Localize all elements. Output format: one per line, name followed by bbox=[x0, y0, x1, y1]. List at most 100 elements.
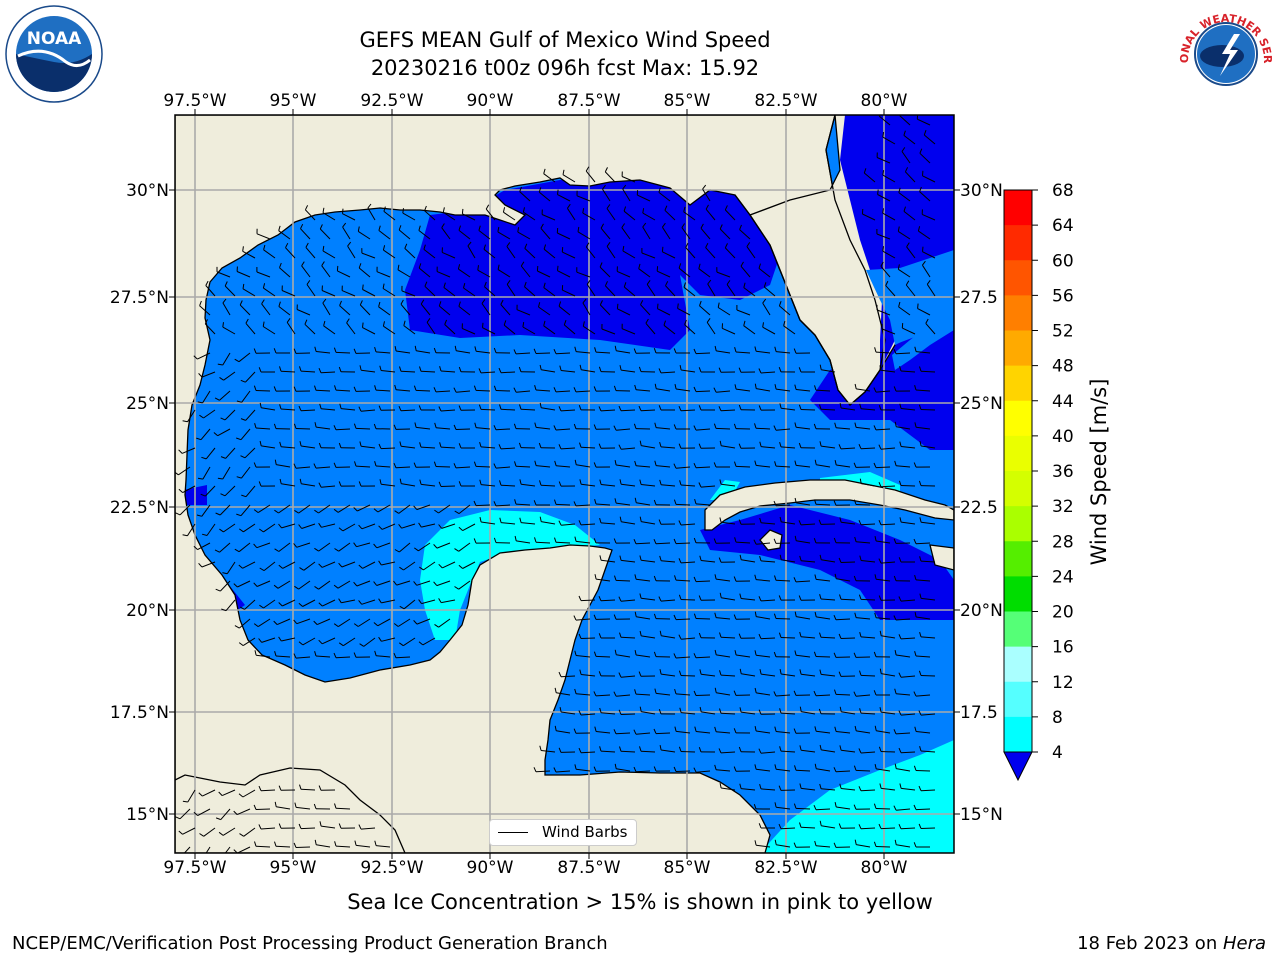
wind-barb bbox=[400, 303, 411, 316]
lon-label-bottom: 90°W bbox=[467, 858, 514, 878]
wind-barb bbox=[381, 637, 396, 642]
wind-barb-flag bbox=[718, 557, 722, 563]
wind-barb-flag bbox=[258, 824, 262, 830]
wind-barb bbox=[756, 730, 771, 734]
wind-barb-flag bbox=[304, 319, 308, 325]
wind-barb-flag bbox=[263, 244, 266, 250]
wind-barb bbox=[361, 252, 376, 259]
wind-barb-flag bbox=[893, 729, 897, 735]
wind-barb-flag bbox=[898, 557, 902, 563]
lon-label-top: 97.5°W bbox=[163, 91, 226, 111]
wind-barb-flag bbox=[201, 456, 207, 460]
wind-barb bbox=[715, 427, 731, 430]
wind-barb bbox=[760, 371, 776, 374]
wind-barb-flag bbox=[218, 791, 223, 796]
wind-barb bbox=[620, 409, 636, 412]
wind-barb bbox=[321, 265, 331, 278]
wind-barb bbox=[456, 350, 471, 354]
wind-barb-flag bbox=[634, 384, 637, 390]
wind-barb-flag bbox=[838, 671, 842, 677]
wind-barb-flag bbox=[273, 386, 277, 392]
lat-label-right: 25°N bbox=[960, 394, 1003, 414]
wind-barb bbox=[660, 371, 676, 374]
wind-barb-flag bbox=[220, 417, 226, 421]
wind-barb bbox=[756, 768, 771, 772]
wind-barb-flag bbox=[693, 690, 697, 696]
wind-barb-flag bbox=[413, 505, 418, 510]
wind-barb bbox=[664, 209, 676, 221]
lat-label-right: 27.5 bbox=[960, 288, 998, 308]
wind-barb bbox=[187, 789, 196, 803]
wind-barb-flag bbox=[698, 482, 702, 488]
wind-barb-flag bbox=[493, 537, 497, 543]
wind-barb bbox=[920, 789, 936, 792]
wind-barb-flag bbox=[833, 842, 837, 848]
wind-barb-flag bbox=[854, 536, 857, 542]
wind-barb-flag bbox=[393, 653, 397, 658]
wind-barb bbox=[616, 768, 631, 772]
wind-barb bbox=[675, 503, 691, 506]
wind-barb-flag bbox=[759, 555, 762, 562]
wind-barb-flag bbox=[839, 517, 842, 523]
wind-barb-flag bbox=[563, 320, 567, 326]
wind-barb-flag bbox=[333, 462, 337, 468]
wind-barb bbox=[605, 285, 616, 297]
wind-barb-flag bbox=[314, 509, 319, 514]
wind-barb bbox=[424, 210, 436, 221]
wind-barb-flag bbox=[640, 300, 644, 305]
wind-barb-flag bbox=[619, 632, 622, 638]
wind-barb-flag bbox=[663, 320, 666, 326]
wind-barb-flag bbox=[399, 478, 402, 484]
wind-barb-flag bbox=[373, 508, 379, 513]
wind-barb-flag bbox=[778, 785, 782, 791]
wind-barb bbox=[577, 231, 591, 240]
wind-barb bbox=[860, 712, 876, 715]
wind-barb-flag bbox=[253, 462, 257, 468]
wind-barb-flag bbox=[413, 581, 418, 586]
wind-barb-flag bbox=[394, 549, 400, 553]
wind-barb-flag bbox=[614, 460, 617, 466]
wind-barb bbox=[860, 447, 876, 450]
wind-barb-flag bbox=[798, 367, 802, 373]
wind-barb bbox=[241, 466, 251, 479]
wind-barb bbox=[506, 284, 516, 297]
wind-barb bbox=[881, 787, 896, 791]
wind-barb-flag bbox=[278, 602, 283, 607]
wind-barb-flag bbox=[479, 479, 482, 485]
wind-barb-flag bbox=[182, 800, 188, 803]
wind-barb-flag bbox=[524, 281, 527, 287]
wind-barb bbox=[201, 561, 216, 568]
wind-barb-flag bbox=[258, 785, 262, 791]
wind-barb-flag bbox=[379, 365, 382, 371]
wind-barb bbox=[241, 390, 251, 403]
wind-barb bbox=[901, 408, 916, 411]
wind-barb bbox=[423, 249, 436, 259]
wind-barb-flag bbox=[259, 402, 262, 408]
wind-barb-flag bbox=[258, 481, 262, 487]
wind-barb bbox=[281, 483, 296, 487]
wind-barb-flag bbox=[854, 839, 857, 845]
wind-barb-flag bbox=[299, 567, 305, 571]
wind-barb-flag bbox=[657, 303, 659, 309]
wind-barb bbox=[905, 284, 916, 297]
wind-barb bbox=[915, 579, 931, 582]
wind-barb-flag bbox=[254, 650, 257, 656]
wind-barb-flag bbox=[719, 632, 722, 638]
wind-barb bbox=[776, 351, 791, 354]
wind-barb bbox=[455, 428, 471, 430]
wind-barb bbox=[901, 521, 916, 525]
colorbar-segment bbox=[1004, 225, 1032, 261]
wind-barb-flag bbox=[858, 824, 862, 830]
wind-barb bbox=[243, 523, 256, 533]
wind-barb bbox=[543, 325, 556, 335]
wind-barb-flag bbox=[673, 614, 677, 620]
wind-barb bbox=[481, 303, 491, 316]
wind-barb-flag bbox=[834, 801, 837, 808]
wind-barb-flag bbox=[433, 347, 437, 353]
wind-barb bbox=[645, 322, 656, 335]
wind-barb-flag bbox=[338, 481, 342, 487]
wind-barb bbox=[375, 465, 391, 468]
wind-barb-flag bbox=[253, 582, 258, 587]
wind-barb bbox=[796, 616, 811, 620]
wind-barb bbox=[440, 409, 456, 412]
